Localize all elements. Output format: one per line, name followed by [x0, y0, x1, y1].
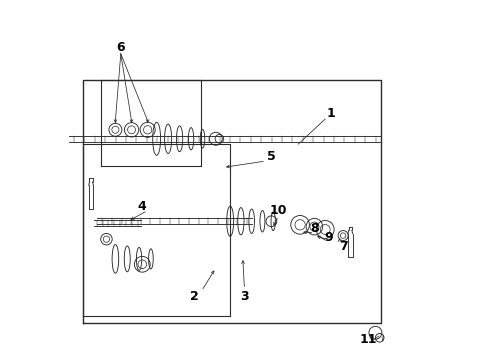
Text: 11: 11 [359, 333, 376, 346]
Text: 9: 9 [324, 231, 332, 244]
Text: 5: 5 [266, 150, 275, 163]
Text: 6: 6 [116, 41, 125, 54]
Text: 4: 4 [138, 201, 146, 213]
Text: 1: 1 [325, 107, 334, 120]
Text: 2: 2 [189, 290, 198, 303]
Text: 7: 7 [338, 240, 347, 253]
Text: 8: 8 [309, 222, 318, 235]
Text: 10: 10 [269, 204, 287, 217]
Text: 3: 3 [240, 290, 248, 303]
